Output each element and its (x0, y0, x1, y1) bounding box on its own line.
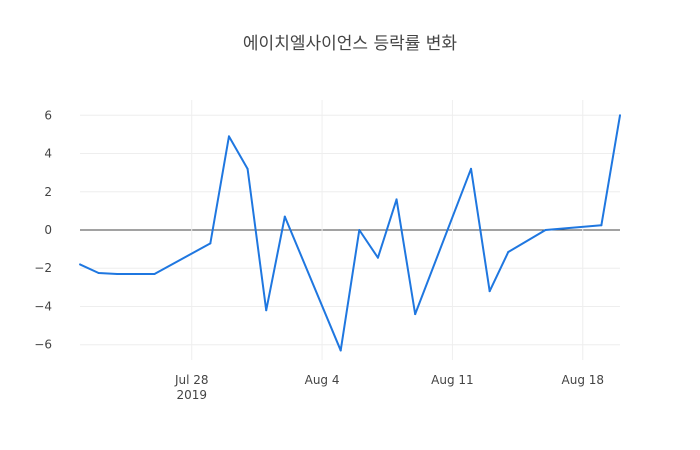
data-point (507, 250, 510, 253)
y-tick-label: −6 (34, 338, 52, 352)
plot-area (79, 114, 621, 352)
data-point (116, 272, 119, 275)
data-point (134, 272, 137, 275)
y-tick-label: −2 (34, 261, 52, 275)
data-point (414, 313, 417, 316)
data-point (358, 229, 361, 231)
y-tick-label: 2 (44, 185, 52, 199)
data-point (97, 272, 100, 275)
data-point (209, 242, 212, 245)
x-tick-sublabel: 2019 (176, 388, 207, 402)
data-point (470, 167, 473, 170)
data-point (544, 229, 547, 231)
data-point (265, 309, 268, 312)
data-point (395, 198, 398, 201)
y-tick-label: 4 (44, 147, 52, 161)
data-point (376, 256, 379, 259)
y-tick-label: 6 (44, 108, 52, 122)
x-tick-label: Jul 28 (174, 373, 209, 387)
y-tick-label: 0 (44, 223, 52, 237)
data-point (619, 114, 621, 117)
x-tick-label: Aug 4 (305, 373, 340, 387)
data-point (79, 263, 81, 266)
data-point (488, 290, 491, 293)
data-point (153, 272, 156, 275)
data-point (246, 167, 249, 170)
data-point (600, 224, 603, 227)
y-axis: −6 −4 −2 0 2 4 6 (34, 108, 52, 351)
data-point (339, 349, 342, 352)
chart-title: 에이치엘사이언스 등락률 변화 (243, 34, 457, 54)
y-tick-label: −4 (34, 299, 52, 313)
grid-lines (80, 100, 620, 360)
data-point (227, 135, 230, 138)
x-tick-label: Aug 11 (431, 373, 474, 387)
series-line (79, 115, 621, 352)
data-point (283, 215, 286, 218)
x-tick-label: Aug 18 (562, 373, 605, 387)
